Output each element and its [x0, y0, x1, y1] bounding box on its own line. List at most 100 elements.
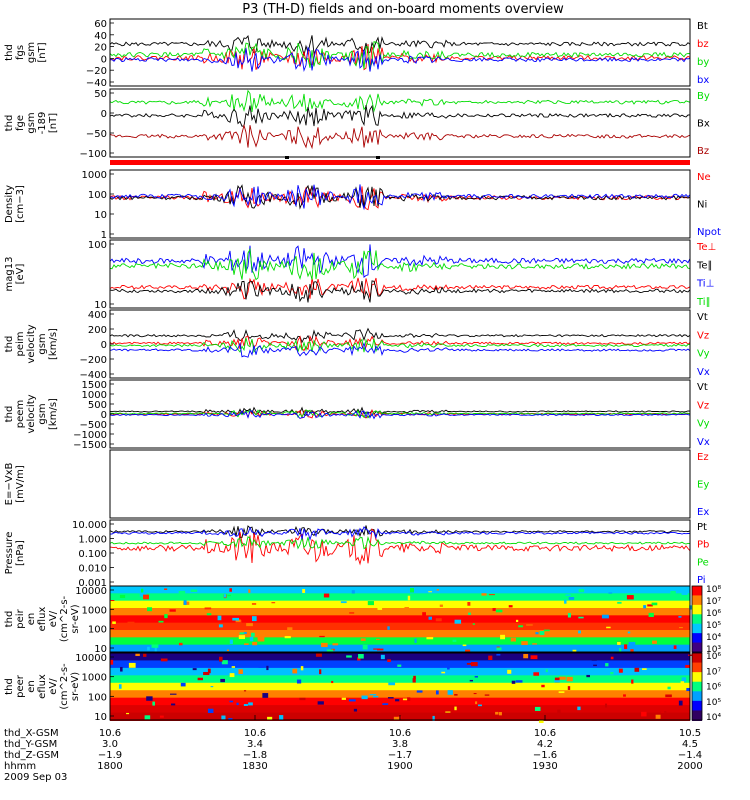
- y-tick-label: 40: [94, 31, 107, 42]
- y-tick-label: −1000: [73, 430, 107, 441]
- spectrogram-pixel: [236, 702, 239, 706]
- colorbar-tick-label: 10⁵: [706, 698, 721, 708]
- colorbar-tick-label: 10⁶: [706, 609, 721, 619]
- spectrogram-pixel: [238, 635, 246, 640]
- y-tick-label: −20: [86, 66, 107, 77]
- spectrogram-pixel: [143, 653, 147, 657]
- spectrogram-pixel: [538, 719, 544, 724]
- mode-marker: [285, 156, 289, 159]
- spectrogram-pixel: [496, 647, 502, 651]
- y-tick-label: −1500: [73, 440, 107, 451]
- spectrogram-pixel: [362, 644, 368, 650]
- spectrogram-pixel: [422, 612, 426, 618]
- y-axis-label: velocity: [26, 324, 37, 363]
- spectrogram-pixel: [610, 656, 614, 660]
- spectrogram-pixel: [515, 680, 523, 683]
- spectrogram-pixel: [470, 662, 478, 667]
- legend-Vy: Vy: [697, 349, 710, 360]
- y-axis-label: gsm: [26, 42, 37, 63]
- spectrogram-pixel: [564, 599, 567, 604]
- colorbar-segment: [692, 623, 702, 635]
- spectrogram-pixel: [207, 668, 211, 674]
- y-axis-label: Density: [4, 185, 15, 223]
- y-tick-label: 1000: [82, 390, 107, 401]
- y-tick-label: 100: [88, 692, 107, 703]
- spectrogram-pixel: [558, 676, 566, 680]
- spectrogram-pixel: [436, 589, 440, 591]
- spectrogram-pixel: [407, 697, 411, 701]
- spectrogram-pixel: [164, 588, 168, 590]
- spectrogram-band: [110, 600, 690, 609]
- series-line-Bx: [109, 104, 691, 127]
- spectrogram-pixel: [667, 686, 671, 690]
- figure-title: P3 (TH-D) fields and on-board moments ov…: [242, 2, 564, 17]
- spectrogram-pixel: [577, 706, 581, 711]
- x-tick-label: 1900: [387, 761, 412, 772]
- spectrogram-pixel: [413, 675, 416, 680]
- y-tick-label: 60: [94, 19, 107, 30]
- spectrogram-pixel: [154, 646, 157, 652]
- spectrogram-pixel: [593, 664, 597, 667]
- spectrogram-pixel: [558, 691, 565, 694]
- spectrogram-pixel: [416, 690, 423, 693]
- legend-Pe: Pe: [697, 557, 709, 568]
- spectrogram-pixel: [608, 592, 613, 594]
- y-axis-label: sr-eV): [70, 604, 81, 633]
- spectrogram-pixel: [610, 672, 614, 675]
- spectrogram-pixel: [377, 648, 384, 651]
- spectrogram-pixel: [681, 677, 687, 682]
- series-line-Bz: [109, 123, 691, 150]
- spectrogram-pixel: [178, 590, 186, 596]
- legend-Bt: Bt: [697, 21, 708, 32]
- spectrogram-pixel: [626, 595, 634, 600]
- y-tick-label: −50: [86, 129, 107, 140]
- x-tick-label: 10.5: [679, 728, 701, 739]
- panel-9: 10⁶ 10⁷ 10⁶ 10⁵ 10⁴ 10000 1000 100 10 thd peer en ef…: [4, 652, 721, 724]
- series-line-by: [109, 41, 691, 70]
- spectrogram-band: [110, 586, 690, 595]
- spectrogram-pixel: [243, 704, 248, 706]
- x-tick-label: 4.5: [682, 739, 698, 750]
- spectrogram-pixel: [239, 632, 245, 635]
- spectrogram-pixel: [296, 608, 302, 611]
- spectrogram-pixel: [360, 638, 366, 641]
- spectrogram-pixel: [262, 693, 269, 698]
- spectrogram-pixel: [178, 642, 183, 646]
- spectrogram-pixel: [452, 639, 457, 642]
- series-line-bz: [109, 43, 691, 71]
- spectrogram-pixel: [591, 656, 597, 661]
- spectrogram-pixel: [292, 668, 298, 674]
- y-tick-label: 1: [101, 230, 107, 241]
- spectrogram-pixel: [375, 638, 380, 640]
- spectrogram-band: [110, 667, 690, 677]
- spectrogram-pixel: [218, 656, 223, 662]
- legend-bz: bz: [697, 39, 709, 50]
- spectrogram-pixel: [647, 604, 653, 607]
- spectrogram-pixel: [192, 668, 197, 671]
- spectrogram-pixel: [217, 615, 222, 621]
- legend-Te⊥: Te⊥: [696, 242, 716, 253]
- spectrogram-pixel: [147, 607, 153, 612]
- spectrogram-band: [110, 675, 690, 684]
- spectrogram-pixel: [539, 630, 545, 636]
- x-tick-label: 10.6: [99, 728, 121, 739]
- spectrogram-pixel: [110, 600, 115, 602]
- y-tick-label: 10: [94, 644, 107, 655]
- spectrogram-pixel: [567, 612, 571, 618]
- y-axis-label: gsm: [37, 403, 48, 424]
- spectrogram-band: [110, 637, 690, 646]
- spectrogram-pixel: [630, 649, 634, 653]
- spectrogram-pixel: [426, 637, 434, 640]
- spectrogram-pixel: [243, 632, 247, 634]
- spectrogram-pixel: [678, 615, 682, 618]
- y-axis-label: [mV/m]: [15, 465, 26, 503]
- spectrogram-pixel: [349, 612, 355, 614]
- spectrogram-pixel: [467, 602, 471, 606]
- spectrogram-pixel: [488, 655, 493, 661]
- spectrogram-pixel: [468, 612, 471, 615]
- legend-by: by: [697, 57, 709, 68]
- x-axis-row-label: thd_Z-GSM: [4, 750, 59, 761]
- y-axis-label: thd: [4, 115, 15, 132]
- spectrogram-pixel: [246, 623, 253, 627]
- spectrogram-pixel: [412, 678, 416, 683]
